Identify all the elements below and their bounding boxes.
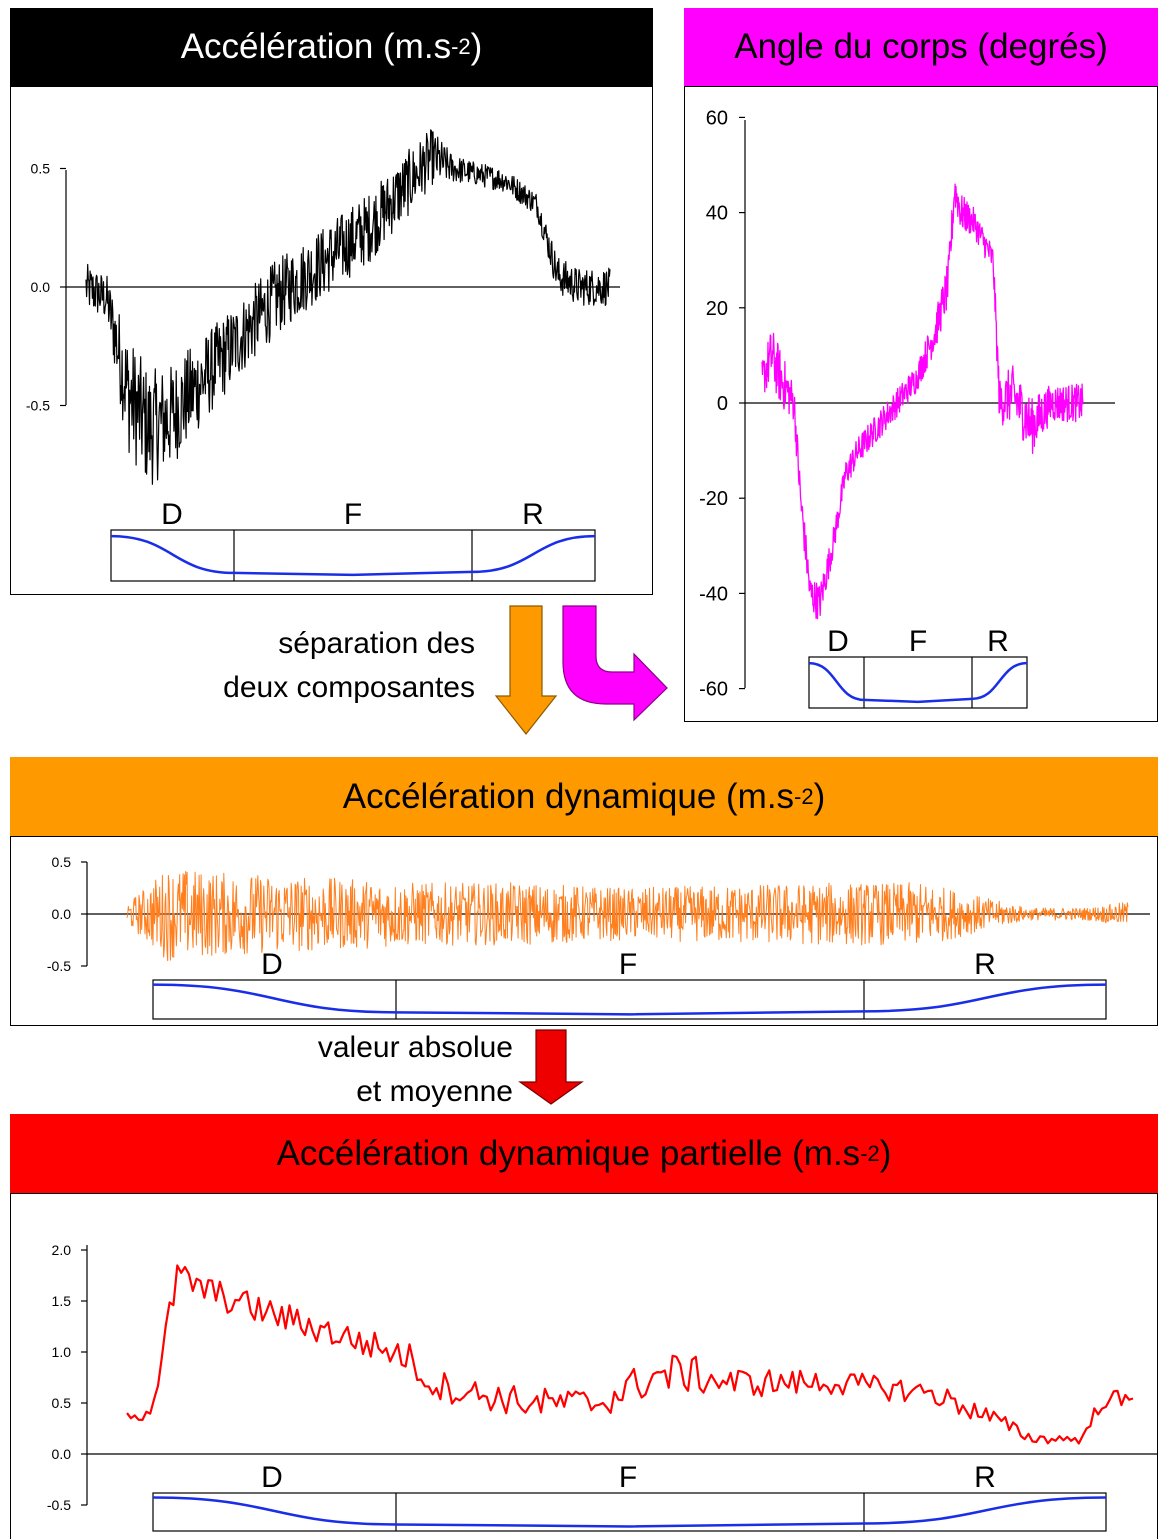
angle-y-tick-label: 20 [706, 298, 728, 320]
accel-y-tick-label: 0.5 [31, 160, 51, 176]
partial-phase-label-r: R [974, 1461, 996, 1494]
partial-series-line [126, 1264, 1134, 1445]
dynamic-profile-curve [152, 983, 1107, 1016]
partial-panel [10, 1193, 1158, 1539]
dynamic-phase-label-r: R [974, 948, 996, 981]
dynamic-y-tick-label: 0.0 [52, 906, 72, 922]
partial-y-tick-label: 1.5 [52, 1293, 72, 1309]
red-down-arrow [518, 1029, 584, 1105]
separation-caption-line2: deux composantes [223, 671, 475, 704]
angle-chart: 60 40 20 0 -20 -40 -60 [699, 107, 1115, 701]
magenta-curved-arrow [562, 605, 668, 722]
partial-profile-curve [152, 1496, 1107, 1528]
angle-y-tick-label: -20 [699, 488, 728, 510]
separation-caption-line1: séparation des [278, 627, 475, 660]
dynamic-phase-label-d: D [261, 948, 283, 981]
partial-y-tick-label: 0.5 [52, 1395, 72, 1411]
accel-phase-label-r: R [522, 498, 544, 531]
separation-caption: séparation des deux composantes [150, 622, 475, 710]
partial-phase-label-d: D [261, 1461, 283, 1494]
accel-profile-frame [110, 529, 596, 582]
absolute-caption: valeur absolue et moyenne [200, 1026, 513, 1114]
dynamic-y-tick-label: -0.5 [47, 958, 71, 974]
accel-header: Accélération (m.s -2) [10, 8, 653, 86]
angle-y-tick-label: -60 [699, 679, 728, 701]
partial-header-text: Accélération dynamique partielle (m.s [276, 1133, 861, 1173]
partial-y-tick-label: 2.0 [52, 1242, 72, 1258]
partial-phase-label-f: F [619, 1461, 637, 1494]
angle-header-text: Angle du corps (degrés) [734, 27, 1108, 66]
angle-profile-curve [808, 661, 1028, 704]
partial-header-close: ) [879, 1133, 892, 1173]
absolute-caption-line2: et moyenne [356, 1075, 513, 1108]
angle-phase-label-r: R [987, 625, 1009, 658]
partial-header-exp: -2 [860, 1140, 880, 1166]
accel-phase-label-f: F [344, 498, 362, 531]
dynamic-phase-label-f: F [619, 948, 637, 981]
accel-profile-curve [110, 534, 596, 577]
partial-header: Accélération dynamique partielle (m.s -2) [10, 1114, 1158, 1193]
angle-y-tick-label: 60 [706, 107, 728, 129]
angle-phase-label-d: D [827, 625, 849, 658]
accel-phase-label-d: D [161, 498, 183, 531]
accel-header-exp: -2 [451, 34, 471, 59]
angle-profile-frame [808, 656, 1028, 709]
angle-header: Angle du corps (degrés) [684, 8, 1158, 86]
partial-chart: 2.0 1.5 1.0 0.5 0.0 -0.5 [47, 1242, 1158, 1513]
accel-panel [10, 86, 653, 595]
accel-header-text: Accélération (m.s [180, 27, 452, 66]
dynamic-series-line [126, 871, 1129, 962]
angle-phase-label-f: F [909, 625, 927, 658]
partial-y-tick-label: 0.0 [52, 1446, 72, 1462]
partial-profile-frame [152, 1492, 1107, 1532]
angle-y-tick-label: -40 [699, 583, 728, 605]
angle-y-tick-label: 0 [717, 393, 728, 415]
partial-y-tick-label: -0.5 [47, 1497, 71, 1513]
partial-y-tick-label: 1.0 [52, 1344, 72, 1360]
accel-series-line [85, 129, 611, 485]
dyn-header-close: ) [813, 776, 826, 816]
dyn-header-exp: -2 [794, 783, 814, 809]
dynamic-chart: 0.5 0.0 -0.5 [47, 854, 1150, 974]
dyn-header: Accélération dynamique (m.s -2) [10, 757, 1158, 836]
dynamic-y-tick-label: 0.5 [52, 854, 72, 870]
dynamic-profile-frame [152, 979, 1107, 1020]
angle-y-tick-label: 40 [706, 203, 728, 225]
accel-chart: 0.5 0.0 -0.5 [26, 129, 620, 485]
accel-y-tick-label: -0.5 [26, 397, 50, 413]
angle-series-line [761, 183, 1084, 620]
dyn-header-text: Accélération dynamique (m.s [342, 776, 795, 816]
accel-y-tick-label: 0.0 [31, 279, 51, 295]
absolute-caption-line1: valeur absolue [317, 1031, 513, 1064]
accel-header-close: ) [470, 27, 483, 66]
orange-down-arrow [494, 605, 558, 735]
